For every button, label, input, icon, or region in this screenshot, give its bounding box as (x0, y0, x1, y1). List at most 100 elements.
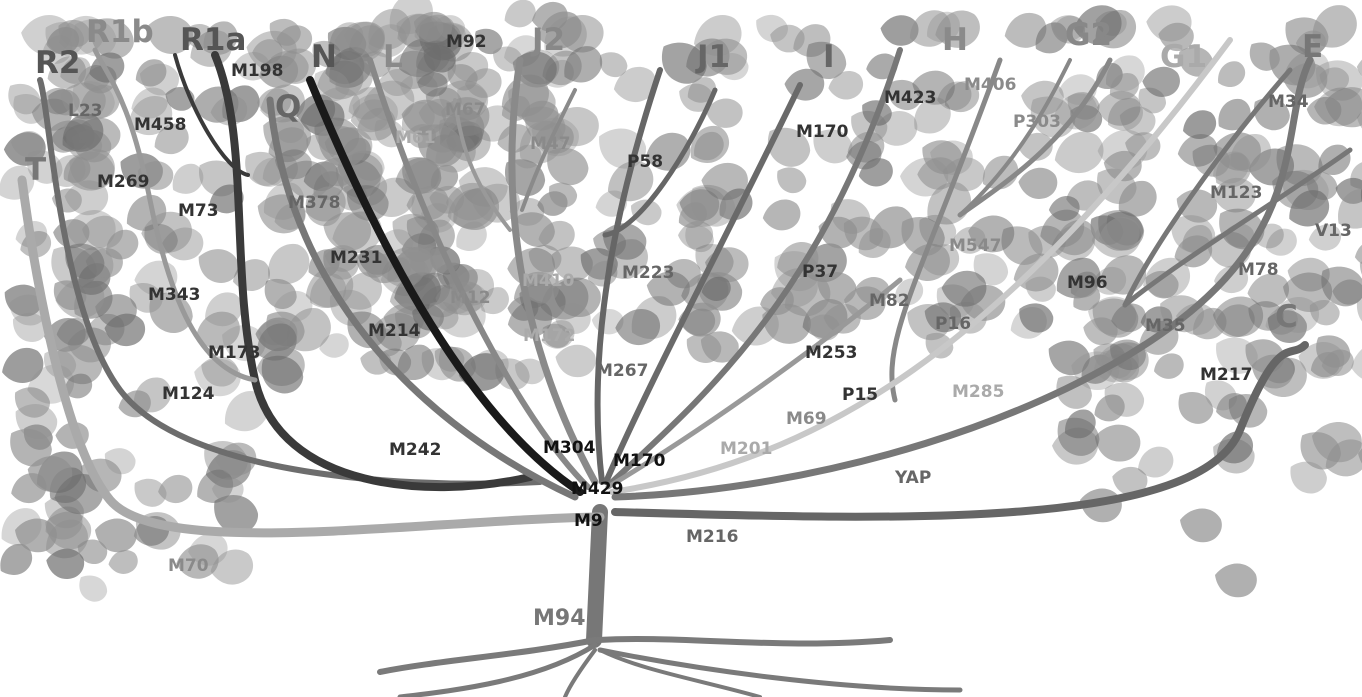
branch-Q (266, 96, 579, 501)
branch-T (17, 175, 605, 538)
haplogroup-G2-label: G2 (1065, 17, 1113, 53)
marker-M61: M61 (395, 128, 436, 148)
haplogroup-J1-label: J1 (697, 39, 731, 75)
marker-M94: M94 (533, 606, 586, 631)
branch-I (603, 82, 803, 485)
marker-M216: M216 (686, 527, 739, 547)
marker-M223: M223 (622, 263, 675, 283)
marker-P303: P303 (1013, 112, 1061, 132)
root (595, 635, 893, 647)
haplogroup-H-label: H (942, 22, 968, 58)
tree-roots (377, 635, 963, 697)
leaf (1211, 56, 1251, 94)
haplogroup-N-label: N (311, 39, 337, 75)
tree-branches (17, 37, 1353, 648)
haplogroup-G1-label: G1 (1160, 39, 1208, 75)
branch-N (306, 76, 584, 496)
branch-P15 (889, 57, 1003, 403)
haplogroup-I-label: I (823, 39, 835, 75)
branch-M69 (605, 277, 903, 490)
branch-J1 (594, 67, 663, 485)
marker-M201: M201 (720, 439, 773, 459)
branch-H (607, 47, 903, 487)
marker-P37: P37 (802, 262, 839, 282)
marker-L23: L23 (68, 101, 103, 121)
marker-M217: M217 (1200, 365, 1253, 385)
branch-R1b (92, 47, 258, 383)
marker-M406: M406 (964, 75, 1017, 95)
marker-M96: M96 (1067, 273, 1108, 293)
marker-P58: P58 (627, 152, 664, 172)
haplogroup-C-label: C (1275, 299, 1298, 335)
marker-M172: M172 (523, 326, 576, 346)
marker-M231: M231 (330, 248, 383, 268)
marker-M123: M123 (1210, 183, 1263, 203)
marker-M378: M378 (288, 193, 341, 213)
marker-M173: M173 (208, 343, 261, 363)
marker-YAP: YAP (895, 468, 932, 488)
marker-M269: M269 (97, 172, 150, 192)
marker-M73: M73 (178, 201, 219, 221)
haplogroup-L-label: L (383, 39, 403, 75)
marker-M67: M67 (445, 100, 486, 120)
leaf (1018, 167, 1058, 200)
marker-M458: M458 (134, 115, 187, 135)
marker-M343: M343 (148, 285, 201, 305)
branch-YAP (611, 56, 1314, 501)
branch-M201 (609, 37, 1233, 495)
leaf (1177, 105, 1221, 145)
leaf (1149, 349, 1188, 384)
marker-M267: M267 (596, 361, 649, 381)
marker-M304: M304 (543, 438, 596, 458)
marker-P16: P16 (935, 314, 972, 334)
marker-M92: M92 (446, 32, 487, 52)
marker-M82: M82 (869, 291, 910, 311)
branch-M67 (453, 98, 512, 232)
branch-L (367, 57, 591, 490)
marker-M410: M410 (522, 271, 575, 291)
leaf (759, 196, 804, 235)
marker-M78: M78 (1238, 260, 1279, 280)
leaf (784, 68, 825, 102)
marker-M170-lower: M170 (613, 451, 666, 471)
branch-J2 (508, 56, 599, 486)
marker-M253: M253 (805, 343, 858, 363)
root (598, 648, 762, 697)
root (377, 637, 598, 675)
root (597, 647, 963, 693)
marker-M34: M34 (1268, 92, 1309, 112)
branch-P58 (602, 87, 718, 238)
haplogroup-R1a-label: R1a (180, 22, 247, 58)
branch-M47 (520, 88, 577, 212)
haplogroup-R2-label: R2 (35, 45, 81, 81)
leaf (106, 547, 141, 577)
leaf (1090, 420, 1144, 466)
marker-M429: M429 (571, 479, 624, 499)
leaf (1176, 504, 1225, 546)
haplogroup-J2-label: J2 (532, 22, 566, 58)
marker-M198: M198 (231, 61, 284, 81)
marker-M35: M35 (1145, 316, 1186, 336)
marker-M9: M9 (574, 511, 603, 531)
marker-M285: M285 (952, 382, 1005, 402)
branch-M123 (1122, 147, 1353, 308)
haplogroup-E-label: E (1302, 29, 1324, 65)
marker-M423: M423 (884, 88, 937, 108)
branch-M406 (958, 58, 1072, 217)
marker-M47: M47 (530, 134, 571, 154)
branch-M34 (1122, 67, 1293, 308)
marker-V13: V13 (1315, 221, 1352, 241)
root (397, 642, 598, 697)
marker-M70: M70 (168, 556, 209, 576)
branch-G2 (957, 57, 1113, 218)
marker-M124: M124 (162, 384, 215, 404)
marker-M547: M547 (949, 236, 1002, 256)
trunk (586, 504, 608, 648)
root (563, 648, 597, 697)
branch-C (611, 341, 1309, 521)
marker-M69: M69 (786, 409, 827, 429)
haplogroup-Q-label: Q (275, 89, 302, 125)
leaf (1211, 559, 1260, 601)
